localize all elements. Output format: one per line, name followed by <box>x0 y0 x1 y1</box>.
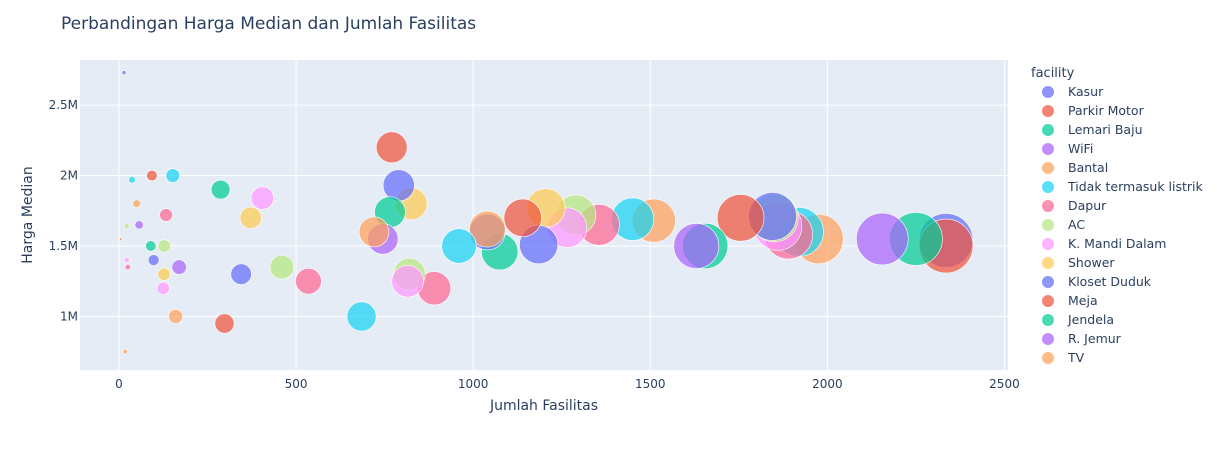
legend-marker-kloset-duduk <box>1042 276 1054 288</box>
y-tick-label: 1.5M <box>49 239 78 253</box>
bubble-k-mandi-dalam[interactable] <box>123 257 130 264</box>
bubble-shower[interactable] <box>239 206 262 229</box>
legend-marker-tidak-termasuk-listrik <box>1042 181 1054 193</box>
bubble-bantal[interactable] <box>122 349 129 355</box>
bubble-k-mandi-dalam[interactable] <box>250 186 274 210</box>
bubble-k-mandi-dalam[interactable] <box>156 281 170 295</box>
bubble-parkir-motor[interactable] <box>375 131 408 164</box>
y-axis-ticks: 1M 1.5M 2M 2.5M <box>49 98 78 323</box>
bubble-parkir-motor[interactable] <box>716 194 765 242</box>
bubble-ac[interactable] <box>157 239 171 253</box>
legend-item-kasur[interactable]: Kasur <box>1068 84 1104 99</box>
legend-marker-jendela <box>1042 314 1054 326</box>
bubble-dapur[interactable] <box>295 268 322 295</box>
x-tick-label: 2500 <box>989 377 1020 391</box>
legend-item-jendela[interactable]: Jendela <box>1067 312 1114 327</box>
legend-item-k-mandi-dalam[interactable]: K. Mandi Dalam <box>1068 236 1167 251</box>
bubble-wifi[interactable] <box>673 223 720 269</box>
bubble-wifi[interactable] <box>856 212 909 266</box>
bubble-tv[interactable] <box>469 210 506 248</box>
data-points <box>119 70 974 355</box>
legend-item-parkir-motor[interactable]: Parkir Motor <box>1068 103 1145 118</box>
legend-item-ac[interactable]: AC <box>1068 217 1085 232</box>
bubble-kasur[interactable] <box>147 254 160 266</box>
legend-item-lemari-baju[interactable]: Lemari Baju <box>1068 122 1143 137</box>
chart-title: Perbandingan Harga Median dan Jumlah Fas… <box>61 14 476 34</box>
x-tick-label: 1000 <box>458 377 489 391</box>
bubble-parkir-motor[interactable] <box>503 198 542 237</box>
bubble-k-mandi-dalam[interactable] <box>391 264 424 298</box>
bubble-dapur[interactable] <box>159 208 173 222</box>
y-tick-label: 1M <box>60 309 78 323</box>
x-axis-title: Jumlah Fasilitas <box>489 398 598 414</box>
legend-marker-meja <box>1042 295 1054 307</box>
legend-marker-bantal <box>1042 162 1054 174</box>
legend-marker-kasur <box>1042 86 1054 98</box>
legend-item-r-jemur[interactable]: R. Jemur <box>1068 331 1122 346</box>
legend-marker-lemari-baju <box>1042 124 1054 136</box>
bubble-parkir-motor[interactable] <box>146 169 158 182</box>
gridlines <box>80 60 1008 370</box>
bubble-bantal[interactable] <box>358 216 390 248</box>
legend-title: facility <box>1031 66 1075 81</box>
legend-marker-k-mandi-dalam <box>1042 238 1054 250</box>
legend-item-tv[interactable]: TV <box>1067 350 1085 365</box>
legend: facility Kasur Parkir Motor Lemari Baju WiF… <box>1031 66 1203 365</box>
bubble-wifi[interactable] <box>171 259 187 275</box>
legend-marker-parkir-motor <box>1042 105 1054 117</box>
bubble-tidak-termasuk-listrik[interactable] <box>165 168 180 183</box>
x-tick-label: 2000 <box>812 377 843 391</box>
legend-item-wifi[interactable]: WiFi <box>1068 141 1093 156</box>
bubble-lemari-baju[interactable] <box>210 179 231 200</box>
bubble-ac[interactable] <box>123 223 130 230</box>
bubble-shower[interactable] <box>157 267 171 281</box>
x-axis-ticks: 0 500 1000 1500 2000 2500 <box>115 377 1020 391</box>
legend-item-tidak-termasuk-listrik[interactable]: Tidak termasuk listrik <box>1067 179 1203 194</box>
legend-item-kloset-duduk[interactable]: Kloset Duduk <box>1068 274 1152 289</box>
legend-marker-tv <box>1042 352 1054 364</box>
x-tick-label: 1500 <box>635 377 666 391</box>
bubble-bantal[interactable] <box>168 309 183 324</box>
bubble-ac[interactable] <box>269 254 295 280</box>
y-axis-title: Harga Median <box>20 166 36 263</box>
legend-marker-r-jemur <box>1042 333 1054 345</box>
legend-marker-wifi <box>1042 143 1054 155</box>
bubble-tidak-termasuk-listrik[interactable] <box>346 301 377 332</box>
bubble-wifi[interactable] <box>134 220 144 230</box>
bubble-parkir-motor[interactable] <box>119 237 123 241</box>
bubble-tv[interactable] <box>132 199 141 208</box>
x-tick-label: 0 <box>115 377 123 391</box>
legend-marker-shower <box>1042 257 1054 269</box>
bubble-kasur[interactable] <box>230 263 252 285</box>
y-tick-label: 2M <box>60 169 78 183</box>
x-tick-label: 500 <box>285 377 308 391</box>
bubble-tidak-termasuk-listrik[interactable] <box>441 228 477 264</box>
bubble-parkir-motor[interactable] <box>214 313 235 334</box>
bubble-tidak-termasuk-listrik[interactable] <box>128 176 136 184</box>
legend-item-shower[interactable]: Shower <box>1068 255 1115 270</box>
legend-marker-ac <box>1042 219 1054 231</box>
bubble-kloset-duduk[interactable] <box>121 70 127 76</box>
y-tick-label: 2.5M <box>49 98 78 112</box>
legend-item-meja[interactable]: Meja <box>1068 293 1098 308</box>
legend-item-bantal[interactable]: Bantal <box>1068 160 1108 175</box>
legend-item-dapur[interactable]: Dapur <box>1068 198 1107 213</box>
bubble-dapur[interactable] <box>124 264 131 271</box>
bubble-kasur[interactable] <box>382 169 415 202</box>
legend-marker-dapur <box>1042 200 1054 212</box>
bubble-lemari-baju[interactable] <box>145 240 157 252</box>
